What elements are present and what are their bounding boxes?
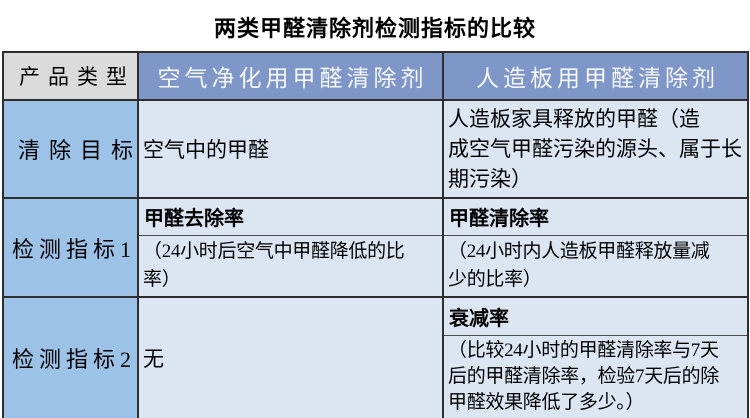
row-removal-target: 清除目标 空气中的甲醛 人造板家具释放的甲醛（造 成空气甲醛污染的源头、属于长 …	[2, 99, 749, 199]
indicator1-air-note: （24小时后空气中甲醛降低的比 率）	[137, 234, 444, 298]
header-air-purifier: 空气净化用甲醛清除剂	[137, 51, 444, 101]
row-indicator2-metric: 检测指标2 无 衰减率	[2, 296, 749, 418]
indicator2-board-note: （比较24小时的甲醛清除率与7天 后的甲醛清除率，检验7天后的除 甲醛效果降低了…	[442, 334, 749, 418]
row-indicator1-note: （24小时后空气中甲醛降低的比 率） （24小时内人造板甲醛释放量减 少的比率）	[3, 234, 749, 298]
table-header-row: 产品类型 空气净化用甲醛清除剂 人造板用甲醛清除剂	[2, 51, 749, 101]
indicator1-board-note: （24小时内人造板甲醛释放量减 少的比率）	[442, 234, 749, 298]
removal-target-air-cell: 空气中的甲醛	[137, 99, 444, 199]
indicator2-board-metric: 衰减率	[442, 296, 749, 336]
header-board-purifier: 人造板用甲醛清除剂	[442, 51, 749, 101]
indicator2-label: 检测指标2	[2, 296, 139, 418]
indicator2-air-cell: 无	[137, 296, 444, 418]
row-indicator1-metric: 检测指标1 甲醛去除率 甲醛清除率	[2, 197, 749, 298]
row-indicator2-note: （比较24小时的甲醛清除率与7天 后的甲醛清除率，检验7天后的除 甲醛效果降低了…	[3, 334, 749, 418]
page-title: 两类甲醛清除剂检测指标的比较	[213, 16, 536, 41]
removal-target-label: 清除目标	[2, 99, 139, 199]
indicator1-air-metric: 甲醛去除率	[137, 197, 444, 236]
removal-target-board-cell: 人造板家具释放的甲醛（造 成空气甲醛污染的源头、属于长 期污染）	[442, 99, 749, 199]
indicator1-label: 检测指标1	[2, 197, 139, 298]
header-product-type: 产品类型	[2, 51, 139, 101]
comparison-table: 产品类型 空气净化用甲醛清除剂 人造板用甲醛清除剂 清除目标 空气中的甲醛 人造…	[2, 51, 749, 418]
indicator1-board-metric: 甲醛清除率	[442, 197, 749, 236]
